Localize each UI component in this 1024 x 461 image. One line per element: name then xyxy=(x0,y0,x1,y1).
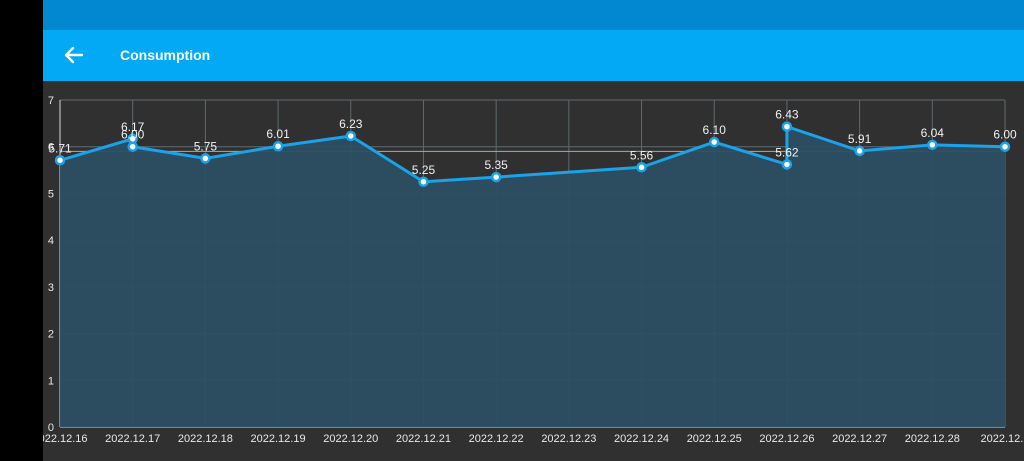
y-tick-label: 6 xyxy=(48,142,54,154)
data-label: 6.00 xyxy=(121,128,145,142)
data-label: 5.35 xyxy=(484,158,508,172)
y-tick-label: 1 xyxy=(48,375,54,387)
x-tick-label: 2022.12.21 xyxy=(396,433,451,445)
x-tick-label: 2022.12.26 xyxy=(759,433,814,445)
data-point xyxy=(854,145,865,157)
data-point xyxy=(781,159,793,170)
data-point xyxy=(490,171,502,183)
data-point xyxy=(200,153,211,164)
data-label: 6.10 xyxy=(703,123,727,137)
data-label: 5.75 xyxy=(194,139,218,153)
data-point xyxy=(927,139,938,151)
back-button[interactable] xyxy=(57,38,91,72)
x-tick-label: 2022.12.17 xyxy=(105,433,160,445)
page-title: Consumption xyxy=(120,47,211,63)
data-label: 5.56 xyxy=(630,148,654,162)
data-label: 6.00 xyxy=(993,128,1017,142)
data-point xyxy=(345,130,357,142)
series-area xyxy=(60,126,1005,428)
data-point xyxy=(54,155,66,166)
data-point xyxy=(781,121,793,132)
x-tick-label: 2022.12.19 xyxy=(251,433,306,445)
x-tick-label: 2022.12.22 xyxy=(469,433,524,445)
x-tick-label: 2022.12.23 xyxy=(541,433,596,445)
y-tick-label: 3 xyxy=(48,282,54,294)
data-label: 5.62 xyxy=(775,145,799,159)
x-tick-label: 2022.12.24 xyxy=(614,433,669,445)
app-window: Consumption 0 1 2 3 4 5 6 7 2022.12.16 2022.12.17… xyxy=(43,0,1024,461)
data-point xyxy=(999,141,1011,152)
y-tick-label: 7 xyxy=(48,95,54,107)
data-label: 5.71 xyxy=(48,141,72,155)
data-label: 6.04 xyxy=(921,126,945,140)
data-label: 6.43 xyxy=(775,108,799,122)
data-label: 5.25 xyxy=(412,163,436,177)
data-label: 6.17 xyxy=(121,120,145,134)
data-point xyxy=(418,176,429,187)
data-point xyxy=(708,136,720,148)
y-tick-label: 5 xyxy=(48,188,54,200)
data-label: 6.23 xyxy=(339,117,363,131)
data-point xyxy=(636,162,647,173)
x-tick-label: 2022.12.28 xyxy=(905,433,960,445)
x-tick-label: 2022.12.18 xyxy=(178,433,233,445)
y-tick-label: 0 xyxy=(48,422,54,434)
data-point xyxy=(127,141,138,152)
consumption-chart: 0 1 2 3 4 5 6 7 2022.12.16 2022.12.17 2022.12.18 20… xyxy=(43,95,1024,445)
data-label: 5.91 xyxy=(848,132,872,146)
x-tick-label: 2022.12.16 xyxy=(43,433,88,445)
arrow-left-icon xyxy=(64,46,84,64)
x-tick-label: 2022.12.20 xyxy=(323,433,378,445)
x-tick-label: 2022.12.2 xyxy=(981,433,1024,445)
x-tick-label: 2022.12.25 xyxy=(687,433,742,445)
data-point xyxy=(272,140,284,152)
y-tick-label: 2 xyxy=(48,329,54,341)
data-label: 6.01 xyxy=(266,127,290,141)
y-tick-label: 4 xyxy=(48,235,54,247)
status-bar xyxy=(43,0,1024,30)
app-bar: Consumption xyxy=(43,30,1024,81)
x-tick-label: 2022.12.27 xyxy=(832,433,887,445)
